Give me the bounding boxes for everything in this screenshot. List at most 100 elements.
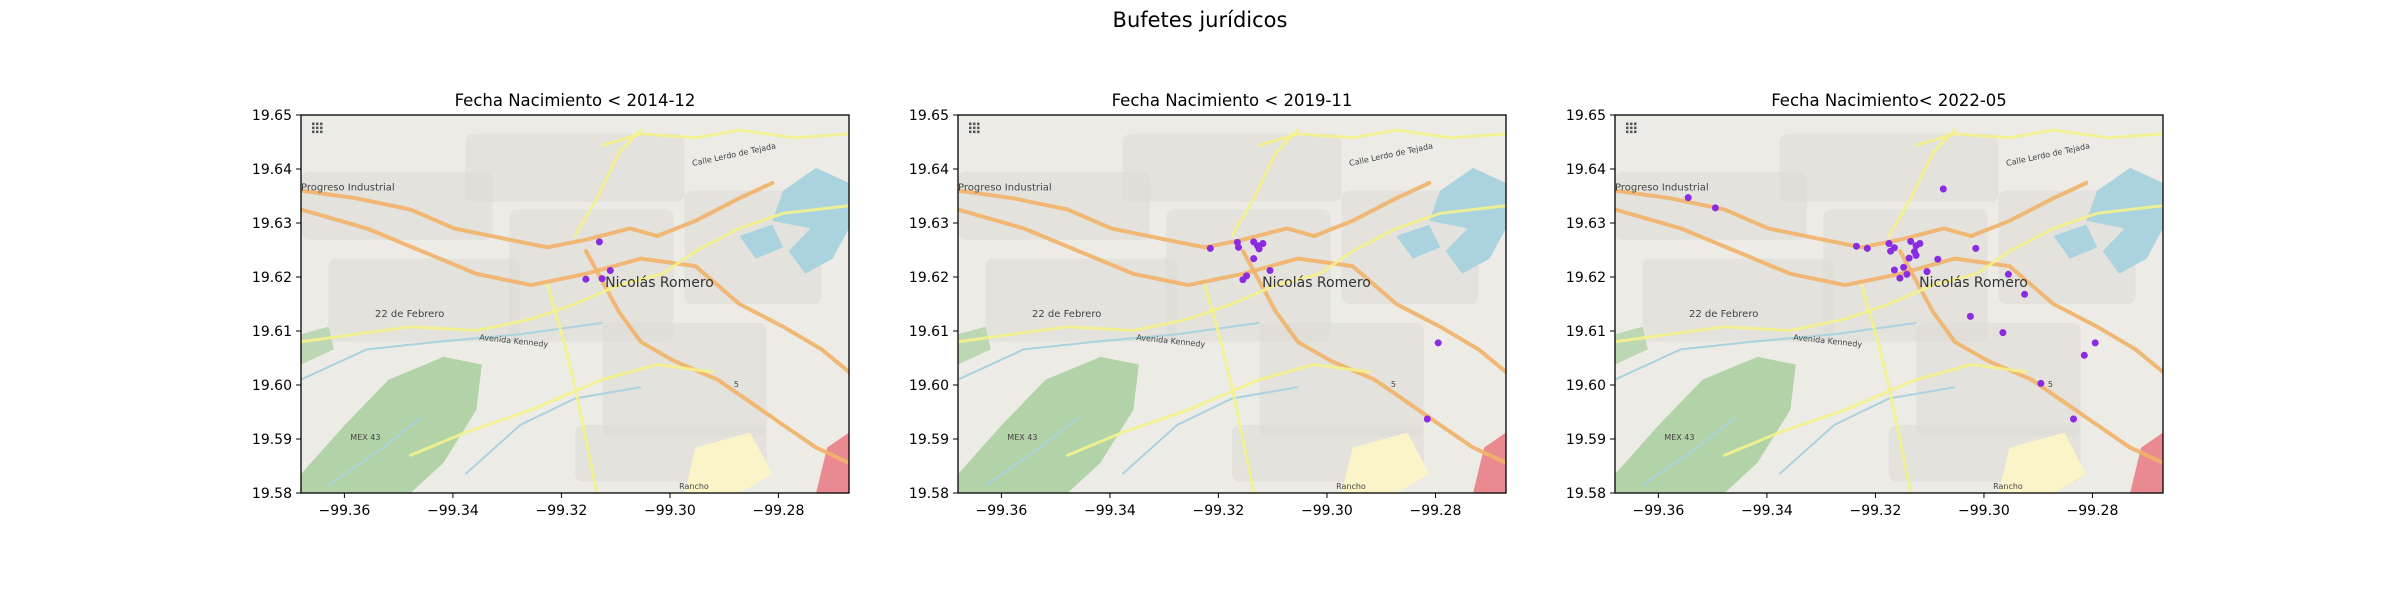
x-tick-label: −99.32 xyxy=(536,503,588,519)
y-tick-label: 19.62 xyxy=(909,270,949,286)
data-point xyxy=(1434,339,1442,347)
grid-dot xyxy=(1634,130,1637,134)
grid-dot xyxy=(312,122,315,126)
data-point xyxy=(1900,263,1908,271)
grid-dot xyxy=(316,126,319,130)
grid-dot xyxy=(969,126,972,130)
river xyxy=(984,416,1080,487)
data-point xyxy=(1999,329,2007,337)
panel-title: Fecha Nacimiento< 2022-05 xyxy=(1771,91,2007,110)
river xyxy=(1778,386,1955,475)
major-road xyxy=(301,188,660,250)
grid-dot xyxy=(316,122,319,126)
forest-area xyxy=(301,356,482,493)
y-tick-label: 19.65 xyxy=(252,108,292,124)
map-label-febrero: 22 de Febrero xyxy=(1032,309,1101,320)
industrial-area xyxy=(1473,432,1506,493)
data-point xyxy=(1907,237,1915,245)
data-point xyxy=(1684,194,1692,202)
grid-dot xyxy=(1626,122,1629,126)
panel-plot-area: Nicolás Romero Progreso Industrial 22 de F… xyxy=(1615,115,2163,493)
y-tick-label: 19.61 xyxy=(909,324,949,340)
urban-area xyxy=(602,322,767,437)
river xyxy=(327,416,423,487)
grid-dot xyxy=(316,130,319,134)
major-road xyxy=(301,207,849,374)
data-point xyxy=(1266,267,1274,275)
y-tick-label: 19.63 xyxy=(252,216,292,232)
axes-frame xyxy=(300,114,850,494)
data-point xyxy=(2069,415,2077,423)
x-tick-label: −99.30 xyxy=(1301,503,1353,519)
y-tick-label: 19.58 xyxy=(1566,486,1606,502)
y-tick-label: 19.62 xyxy=(252,270,292,286)
x-tick-label: −99.36 xyxy=(1632,503,1684,519)
x-tick-label: −99.28 xyxy=(753,503,805,519)
map-label-mex43: MEX 43 xyxy=(350,433,380,442)
map-label-mex43: MEX 43 xyxy=(1007,433,1037,442)
grid-dot xyxy=(1626,130,1629,134)
grid-dot xyxy=(1626,126,1629,130)
river xyxy=(958,321,1260,381)
map-label-town: Nicolás Romero xyxy=(1919,275,2028,291)
data-point xyxy=(2004,270,2012,278)
map-label-route5: 5 xyxy=(2048,380,2053,389)
y-tick-label: 19.64 xyxy=(909,162,949,178)
y-tick-label: 19.61 xyxy=(252,324,292,340)
y-tick-label: 19.58 xyxy=(252,486,292,502)
water-body xyxy=(2053,224,2098,259)
water-body xyxy=(772,167,849,274)
urban-area xyxy=(465,133,685,202)
data-point xyxy=(1863,244,1871,252)
x-tick-label: −99.30 xyxy=(644,503,696,519)
grid-dot xyxy=(973,122,976,126)
major-road xyxy=(1615,188,1974,250)
secondary-road xyxy=(1230,128,1300,238)
data-point xyxy=(1939,185,1947,193)
river xyxy=(301,321,603,381)
grid-dot xyxy=(320,130,323,134)
x-tick-label: −99.34 xyxy=(427,503,479,519)
y-tick-label: 19.65 xyxy=(909,108,949,124)
urban-area xyxy=(1122,133,1342,202)
map-label-rancho: Rancho xyxy=(1993,482,2023,491)
y-tick-label: 19.63 xyxy=(1566,216,1606,232)
grid-dot xyxy=(312,126,315,130)
secondary-road xyxy=(573,128,643,238)
map-label-progreso: Progreso Industrial xyxy=(958,183,1052,194)
data-point xyxy=(1206,244,1214,252)
secondary-road xyxy=(546,283,599,493)
water-body xyxy=(1429,167,1506,274)
grid-dot xyxy=(1630,122,1633,126)
data-point xyxy=(606,267,614,275)
forest-area xyxy=(958,356,1139,493)
panel-plot-area: Nicolás Romero Progreso Industrial 22 de F… xyxy=(301,115,849,493)
data-point xyxy=(598,275,606,283)
secondary-road xyxy=(409,362,714,457)
major-road xyxy=(958,188,1317,250)
urban-area xyxy=(1779,133,1999,202)
sand-area xyxy=(1341,432,1430,493)
grid-dot xyxy=(320,122,323,126)
water-body xyxy=(2086,167,2163,274)
axes-frame xyxy=(957,114,1507,494)
forest-area xyxy=(1615,356,1796,493)
map-label-route5: 5 xyxy=(1391,380,1396,389)
data-point xyxy=(1966,312,1974,320)
sand-area xyxy=(1998,432,2087,493)
x-tick-label: −99.32 xyxy=(1193,503,1245,519)
map-label-rancho: Rancho xyxy=(679,482,709,491)
secondary-road xyxy=(1860,283,1913,493)
data-point xyxy=(1905,254,1913,262)
urban-area xyxy=(509,209,674,342)
grid-dot xyxy=(969,130,972,134)
data-point xyxy=(1255,245,1263,253)
data-point xyxy=(1923,268,1931,276)
major-road xyxy=(1615,207,2163,374)
map-label-febrero: 22 de Febrero xyxy=(1689,309,1758,320)
x-tick-label: −99.30 xyxy=(1958,503,2010,519)
secondary-road xyxy=(1066,362,1371,457)
forest-area xyxy=(1615,326,1648,365)
y-tick-label: 19.64 xyxy=(1566,162,1606,178)
forest-area xyxy=(958,326,991,365)
